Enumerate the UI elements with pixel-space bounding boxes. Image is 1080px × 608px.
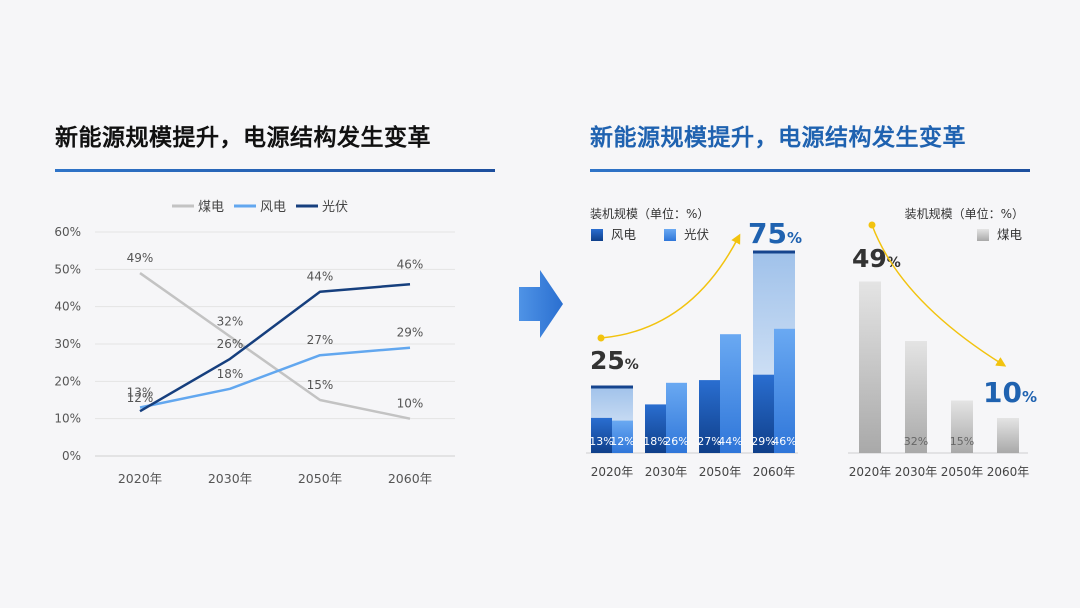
x-tick-label: 2050年 <box>699 465 742 479</box>
coal-bar <box>905 341 927 453</box>
callout-end: 10% <box>983 376 1037 409</box>
solar-bar <box>720 334 741 453</box>
legend-label: 光伏 <box>322 200 348 215</box>
total-bar-cap <box>591 385 633 389</box>
percent-sign: % <box>625 357 639 373</box>
wind-bar <box>645 404 666 453</box>
coal-bar-chart: 2020年 32% 2030年 15% 2050年 2060年 装机规模（单位：%） 煤电 49… <box>848 206 1037 479</box>
wind-bar-label: 18% <box>643 435 667 448</box>
wind-bar <box>753 374 774 453</box>
data-label: 13% <box>127 385 154 399</box>
data-label: 12% <box>127 391 154 405</box>
x-tick-label: 2060年 <box>987 465 1030 479</box>
percent-sign: % <box>1022 388 1037 406</box>
legend-swatch-solar <box>664 229 676 241</box>
data-label: 32% <box>217 315 244 329</box>
wind-bar-label: 13% <box>589 435 613 448</box>
coal-bar-label: 15% <box>950 435 974 448</box>
y-tick-label: 10% <box>54 412 81 426</box>
callout-start: 49% <box>852 244 901 273</box>
y-tick-label: 60% <box>54 225 81 239</box>
right-title-underline <box>590 169 1030 172</box>
wind-bar <box>699 380 720 453</box>
total-bar-cap <box>753 250 795 254</box>
right-title: 新能源规模提升，电源结构发生变革 <box>590 125 966 151</box>
x-tick-label: 2060年 <box>753 465 796 479</box>
x-tick-label: 2050年 <box>941 465 984 479</box>
data-label: 29% <box>397 326 424 340</box>
data-label: 49% <box>127 251 154 265</box>
wind-bar <box>591 417 612 453</box>
callout-start: 25% <box>590 346 639 375</box>
chart-caption: 装机规模（单位：%） <box>905 206 1024 221</box>
solar-bar-label: 26% <box>664 435 688 448</box>
x-tick-label: 2030年 <box>895 465 938 479</box>
legend-swatch-coal <box>977 229 989 241</box>
y-tick-label: 30% <box>54 337 81 351</box>
series-line-0 <box>139 272 411 420</box>
y-tick-label: 40% <box>54 300 81 314</box>
legend-label: 风电 <box>611 227 637 242</box>
legend-label: 光伏 <box>684 227 710 242</box>
percent-sign: % <box>787 229 802 247</box>
solar-bar <box>666 382 687 453</box>
x-tick-label: 2020年 <box>118 471 162 486</box>
data-label: 10% <box>397 397 424 411</box>
y-tick-label: 50% <box>54 262 81 276</box>
data-label: 26% <box>217 337 244 351</box>
wind-bar-label: 27% <box>697 435 721 448</box>
solar-bar <box>774 328 795 453</box>
data-label: 46% <box>397 257 424 271</box>
solar-bar-label: 44% <box>718 435 742 448</box>
y-tick-label: 20% <box>54 374 81 388</box>
series-line-2 <box>139 283 411 413</box>
y-tick-label: 0% <box>62 449 81 463</box>
data-label: 18% <box>217 367 244 381</box>
solar-bar-label: 12% <box>610 435 634 448</box>
data-label: 15% <box>307 378 334 392</box>
x-tick-label: 2020年 <box>591 465 634 479</box>
x-tick-label: 2030年 <box>208 471 252 486</box>
legend-swatch-wind <box>591 229 603 241</box>
trend-arrow-icon <box>600 233 741 339</box>
coal-bar-label: 32% <box>904 435 928 448</box>
solar-bar <box>612 420 633 453</box>
coal-bar <box>951 400 973 453</box>
left-title-underline <box>55 169 495 172</box>
x-tick-label: 2020年 <box>849 465 892 479</box>
right-arrow-icon <box>519 270 563 338</box>
percent-sign: % <box>887 255 901 271</box>
trend-arrow-icon <box>871 224 1007 367</box>
new-energy-bar-chart: 13%12% 2020年 18%26% 2030年 27%44% 2050年 29%46% 2… <box>586 206 802 479</box>
line-chart: 0% 10% 20% 30% 40% 50% 60% 2020年 2030年 2050年 2060年… <box>54 200 455 486</box>
coal-bar <box>997 418 1019 453</box>
solar-bar-label: 46% <box>772 435 796 448</box>
coal-bar <box>859 281 881 453</box>
wind-bar-label: 29% <box>751 435 775 448</box>
left-title: 新能源规模提升，电源结构发生变革 <box>55 125 431 151</box>
x-tick-label: 2030年 <box>645 465 688 479</box>
x-tick-label: 2060年 <box>388 471 432 486</box>
data-label: 44% <box>307 270 334 284</box>
callout-end: 75% <box>748 217 802 250</box>
legend-label: 煤电 <box>198 200 224 215</box>
legend-label: 风电 <box>260 200 286 215</box>
series-line-1 <box>139 346 411 409</box>
x-tick-label: 2050年 <box>298 471 342 486</box>
chart-caption: 装机规模（单位：%） <box>590 206 709 221</box>
data-label: 27% <box>307 333 334 347</box>
legend-label: 煤电 <box>997 227 1023 242</box>
